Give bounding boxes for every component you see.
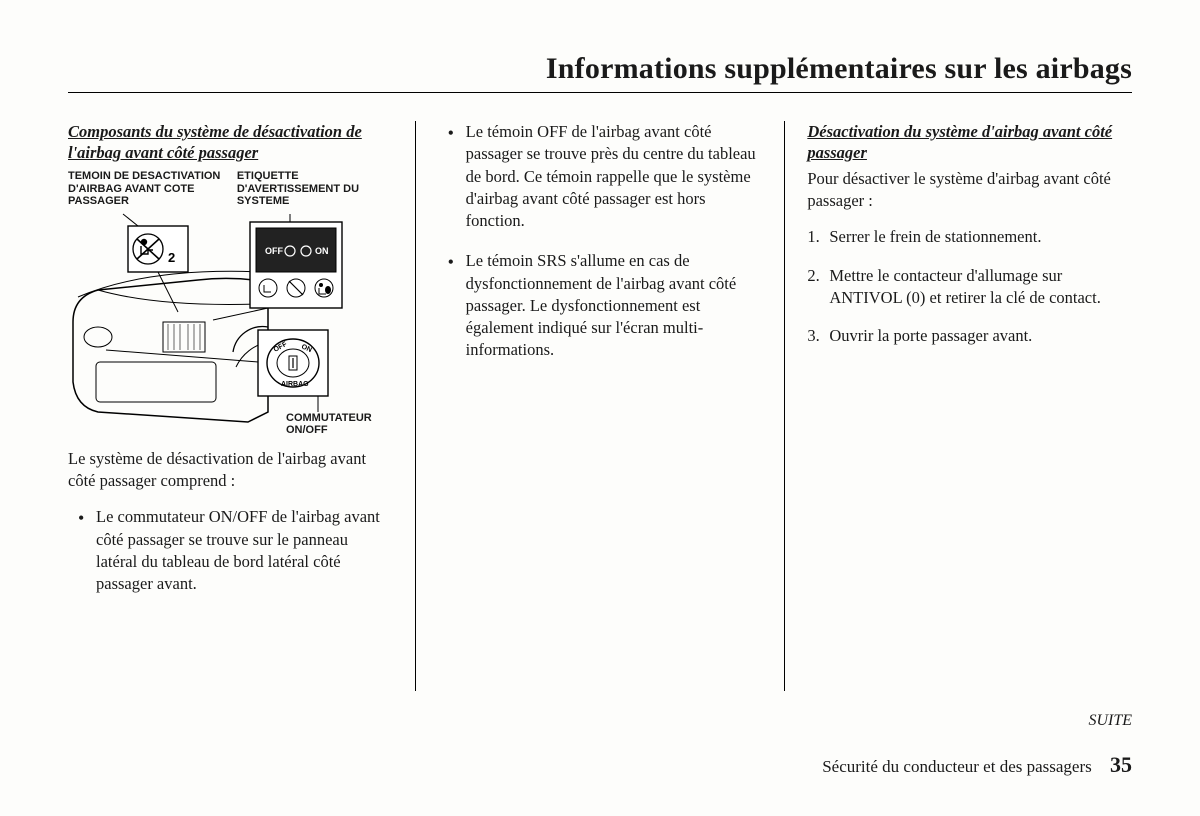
col2-bullet-2: Le témoin SRS s'allume en cas de dysfonc… <box>454 250 763 361</box>
title-rule <box>68 92 1132 93</box>
column-divider-1 <box>415 121 416 691</box>
col3-step-2: Mettre le contacteur d'allumage sur ANTI… <box>807 265 1132 310</box>
diagram-wrap: TEMOIN DE DESACTIVATION D'AIRBAG AVANT C… <box>68 170 393 432</box>
diagram-label-bottom: COMMUTATEUR ON/OFF <box>286 412 378 437</box>
diagram-label-top-right: ETIQUETTE D'AVERTISSEMENT DU SYSTEME <box>237 170 393 208</box>
col2-bullet-1: Le témoin OFF de l'airbag avant côté pas… <box>454 121 763 232</box>
column-1: Composants du système de désactivation d… <box>68 121 411 691</box>
col1-bullet-1: Le commutateur ON/OFF de l'airbag avant … <box>84 506 393 595</box>
diagram-label-top-left: TEMOIN DE DESACTIVATION D'AIRBAG AVANT C… <box>68 170 237 208</box>
column-3: Désactivation du système d'airbag avant … <box>789 121 1132 691</box>
col1-subheading: Composants du système de désactivation d… <box>68 121 393 164</box>
svg-text:ON: ON <box>315 246 329 256</box>
column-divider-2 <box>784 121 785 691</box>
column-2: Le témoin OFF de l'airbag avant côté pas… <box>420 121 781 691</box>
col1-intro: Le système de désactivation de l'airbag … <box>68 448 393 493</box>
footer-section: Sécurité du conducteur et des passagers <box>822 757 1092 776</box>
svg-text:OFF: OFF <box>265 246 283 256</box>
col3-step-1: Serrer le frein de stationnement. <box>807 226 1132 248</box>
col3-intro: Pour désactiver le système d'airbag avan… <box>807 168 1132 213</box>
dashboard-diagram: 2 OFF ON <box>68 212 378 432</box>
svg-text:2: 2 <box>168 250 175 265</box>
page-footer: SUITE Sécurité du conducteur et des pass… <box>68 712 1132 778</box>
page-number: 35 <box>1110 752 1132 777</box>
col3-step-3: Ouvrir la porte passager avant. <box>807 325 1132 347</box>
svg-text:AIRBAG: AIRBAG <box>281 381 309 388</box>
col3-subheading: Désactivation du système d'airbag avant … <box>807 121 1132 164</box>
content-columns: Composants du système de désactivation d… <box>68 121 1132 691</box>
continued-label: SUITE <box>68 712 1132 730</box>
page-title: Informations supplémentaires sur les air… <box>68 52 1132 86</box>
